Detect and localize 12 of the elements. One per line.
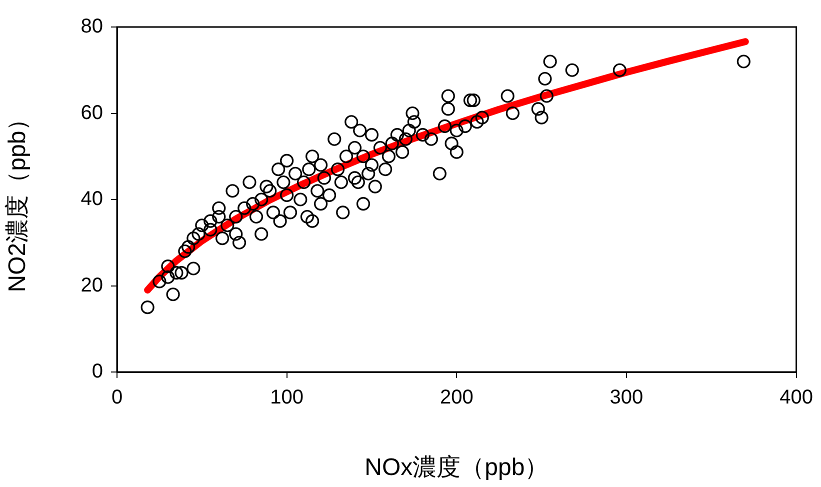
x-tick-label: 200 [440,386,474,409]
y-tick-label: 40 [80,188,103,210]
y-tick-label: 80 [80,16,103,38]
x-tick-label: 400 [780,386,814,409]
y-tick-label: 0 [92,360,103,383]
x-tick-label: 0 [111,386,123,409]
y-tick-label: 20 [80,274,103,296]
x-tick-label: 300 [610,386,644,409]
y-axis-title: NO2濃度（ppb） [4,106,32,292]
x-tick-label: 100 [270,386,304,409]
y-tick-label: 60 [80,102,103,124]
x-axis-title: NOx濃度（ppb） [364,454,549,482]
